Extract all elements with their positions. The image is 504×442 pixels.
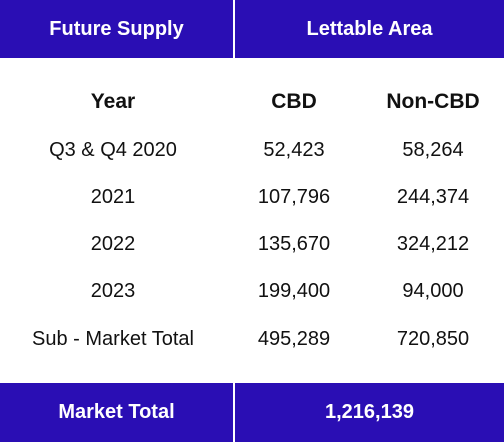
header-future-supply: Future Supply: [49, 17, 184, 40]
row-year: 2022: [90, 232, 136, 255]
row-cbd-value: 107,796: [257, 185, 331, 208]
row-cbd-value: 135,670: [257, 232, 331, 255]
table-row: 2022 135,670 324,212: [0, 224, 504, 264]
row-non-cbd-value: 244,374: [396, 185, 470, 208]
row-year: 2023: [90, 279, 136, 302]
footer-market-total-value: 1,216,139: [325, 401, 414, 423]
column-header-non-cbd: Non-CBD: [386, 90, 480, 113]
row-cbd-value: 52,423: [263, 138, 325, 161]
footer-divider: [233, 383, 235, 442]
column-header-cbd: CBD: [271, 90, 317, 113]
row-year: Q3 & Q4 2020: [49, 138, 177, 161]
table-header-band: Future Supply Lettable Area: [0, 0, 504, 58]
row-year: 2021: [90, 185, 136, 208]
header-lettable-area: Lettable Area: [306, 17, 433, 40]
row-cbd-value: 495,289: [257, 327, 331, 350]
row-cbd-value: 199,400: [257, 279, 331, 302]
header-divider: [233, 0, 235, 58]
table-row: 2021 107,796 244,374: [0, 177, 504, 217]
column-header-row: Year CBD Non-CBD: [0, 82, 504, 122]
row-year: Sub - Market Total: [32, 327, 194, 350]
row-non-cbd-value: 58,264: [402, 138, 464, 161]
row-non-cbd-value: 324,212: [396, 232, 470, 255]
table-row: Q3 & Q4 2020 52,423 58,264: [0, 130, 504, 170]
row-non-cbd-value: 94,000: [402, 279, 464, 302]
table-row: 2023 199,400 94,000: [0, 271, 504, 311]
table-body: Year CBD Non-CBD Q3 & Q4 2020 52,423 58,…: [0, 58, 504, 383]
table-footer-band: Market Total 1,216,139: [0, 383, 504, 442]
row-non-cbd-value: 720,850: [396, 327, 470, 350]
column-header-year: Year: [90, 90, 136, 113]
footer-market-total-label: Market Total: [58, 401, 175, 423]
table-row-subtotal: Sub - Market Total 495,289 720,850: [0, 319, 504, 359]
